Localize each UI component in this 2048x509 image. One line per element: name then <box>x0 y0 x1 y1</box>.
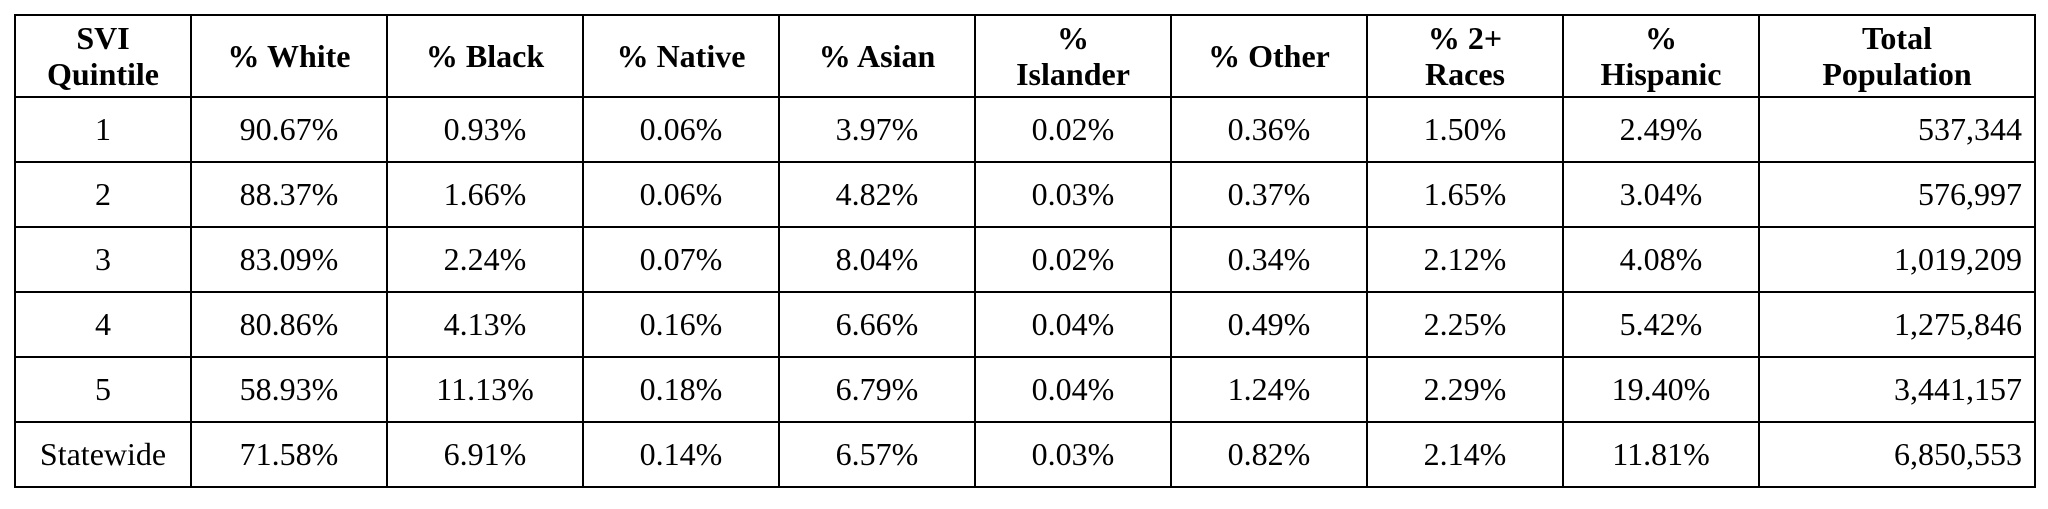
svi-demographics-table: SVI Quintile % White % Black % Native % Asian… <box>14 14 2036 488</box>
cell-svi-quintile: Statewide <box>14 421 192 488</box>
header-text-line: SVI <box>76 20 130 56</box>
table-body: 1 90.67% 0.93% 0.06% 3.97% 0.02% 0.36% 1.50% 2.4… <box>14 96 2036 488</box>
cell-pct-black: 4.13% <box>386 291 584 358</box>
cell-pct-asian: 6.57% <box>778 421 976 488</box>
cell-pct-islander: 0.04% <box>974 356 1172 423</box>
cell-pct-islander: 0.02% <box>974 226 1172 293</box>
cell-pct-islander: 0.02% <box>974 96 1172 163</box>
header-text-line: % Native <box>616 38 746 74</box>
cell-pct-hispanic: 11.81% <box>1562 421 1760 488</box>
header-text-line: Population <box>1822 56 1972 92</box>
cell-pct-black: 11.13% <box>386 356 584 423</box>
cell-total-population: 6,850,553 <box>1758 421 2036 488</box>
header-pct-other: % Other <box>1170 14 1368 98</box>
header-text-line: Hispanic <box>1600 56 1722 92</box>
cell-pct-native: 0.14% <box>582 421 780 488</box>
cell-pct-native: 0.06% <box>582 161 780 228</box>
header-text-line: Total <box>1862 20 1932 56</box>
cell-pct-native: 0.16% <box>582 291 780 358</box>
cell-pct-asian: 6.79% <box>778 356 976 423</box>
header-total-population: Total Population <box>1758 14 2036 98</box>
header-pct-islander: % Islander <box>974 14 1172 98</box>
cell-pct-asian: 3.97% <box>778 96 976 163</box>
cell-pct-black: 0.93% <box>386 96 584 163</box>
cell-total-population: 576,997 <box>1758 161 2036 228</box>
svi-demographics-table-container: SVI Quintile % White % Black % Native % Asian… <box>14 14 2036 488</box>
table-row: 5 58.93% 11.13% 0.18% 6.79% 0.04% 1.24% 2.29% 19… <box>14 356 2036 423</box>
cell-svi-quintile: 5 <box>14 356 192 423</box>
table-row: Statewide 71.58% 6.91% 0.14% 6.57% 0.03% 0.82%… <box>14 421 2036 488</box>
cell-pct-white: 71.58% <box>190 421 388 488</box>
cell-pct-two-plus-races: 2.14% <box>1366 421 1564 488</box>
header-pct-hispanic: % Hispanic <box>1562 14 1760 98</box>
cell-pct-other: 0.36% <box>1170 96 1368 163</box>
cell-svi-quintile: 4 <box>14 291 192 358</box>
cell-pct-islander: 0.04% <box>974 291 1172 358</box>
cell-pct-two-plus-races: 1.50% <box>1366 96 1564 163</box>
header-text-line: % White <box>227 38 351 74</box>
cell-pct-hispanic: 5.42% <box>1562 291 1760 358</box>
header-text-line: Quintile <box>46 56 159 92</box>
table-row: 4 80.86% 4.13% 0.16% 6.66% 0.04% 0.49% 2.25% 5.4… <box>14 291 2036 358</box>
cell-pct-hispanic: 2.49% <box>1562 96 1760 163</box>
header-pct-two-plus-races: % 2+ Races <box>1366 14 1564 98</box>
cell-pct-native: 0.06% <box>582 96 780 163</box>
header-pct-native: % Native <box>582 14 780 98</box>
header-pct-asian: % Asian <box>778 14 976 98</box>
cell-total-population: 1,019,209 <box>1758 226 2036 293</box>
header-pct-black: % Black <box>386 14 584 98</box>
cell-pct-asian: 6.66% <box>778 291 976 358</box>
cell-pct-white: 90.67% <box>190 96 388 163</box>
cell-total-population: 537,344 <box>1758 96 2036 163</box>
cell-pct-hispanic: 3.04% <box>1562 161 1760 228</box>
cell-pct-white: 80.86% <box>190 291 388 358</box>
cell-pct-hispanic: 19.40% <box>1562 356 1760 423</box>
cell-pct-asian: 4.82% <box>778 161 976 228</box>
cell-pct-other: 0.34% <box>1170 226 1368 293</box>
cell-pct-two-plus-races: 2.29% <box>1366 356 1564 423</box>
cell-pct-black: 6.91% <box>386 421 584 488</box>
cell-pct-black: 2.24% <box>386 226 584 293</box>
cell-pct-white: 83.09% <box>190 226 388 293</box>
cell-pct-islander: 0.03% <box>974 421 1172 488</box>
table-row: 3 83.09% 2.24% 0.07% 8.04% 0.02% 0.34% 2.12% 4.0… <box>14 226 2036 293</box>
header-text-line: Islander <box>1016 56 1130 92</box>
table-header: SVI Quintile % White % Black % Native % Asian… <box>14 14 2036 98</box>
header-svi-quintile: SVI Quintile <box>14 14 192 98</box>
cell-pct-two-plus-races: 2.25% <box>1366 291 1564 358</box>
header-text-line: % Black <box>425 38 545 74</box>
cell-pct-black: 1.66% <box>386 161 584 228</box>
cell-pct-other: 0.49% <box>1170 291 1368 358</box>
cell-pct-native: 0.07% <box>582 226 780 293</box>
cell-pct-islander: 0.03% <box>974 161 1172 228</box>
header-row: SVI Quintile % White % Black % Native % Asian… <box>14 14 2036 98</box>
cell-pct-other: 1.24% <box>1170 356 1368 423</box>
cell-pct-white: 58.93% <box>190 356 388 423</box>
cell-pct-asian: 8.04% <box>778 226 976 293</box>
header-pct-white: % White <box>190 14 388 98</box>
cell-pct-two-plus-races: 1.65% <box>1366 161 1564 228</box>
cell-pct-white: 88.37% <box>190 161 388 228</box>
header-text-line: Races <box>1425 56 1505 92</box>
table-row: 2 88.37% 1.66% 0.06% 4.82% 0.03% 0.37% 1.65% 3.0… <box>14 161 2036 228</box>
header-text-line: % <box>1645 20 1677 56</box>
cell-pct-native: 0.18% <box>582 356 780 423</box>
cell-svi-quintile: 2 <box>14 161 192 228</box>
cell-total-population: 3,441,157 <box>1758 356 2036 423</box>
table-row: 1 90.67% 0.93% 0.06% 3.97% 0.02% 0.36% 1.50% 2.4… <box>14 96 2036 163</box>
cell-svi-quintile: 1 <box>14 96 192 163</box>
header-text-line: % Other <box>1208 38 1330 74</box>
cell-pct-other: 0.37% <box>1170 161 1368 228</box>
header-text-line: % 2+ <box>1427 20 1503 56</box>
cell-total-population: 1,275,846 <box>1758 291 2036 358</box>
header-text-line: % <box>1057 20 1089 56</box>
cell-pct-two-plus-races: 2.12% <box>1366 226 1564 293</box>
cell-svi-quintile: 3 <box>14 226 192 293</box>
cell-pct-other: 0.82% <box>1170 421 1368 488</box>
header-text-line: % Asian <box>818 38 936 74</box>
cell-pct-hispanic: 4.08% <box>1562 226 1760 293</box>
